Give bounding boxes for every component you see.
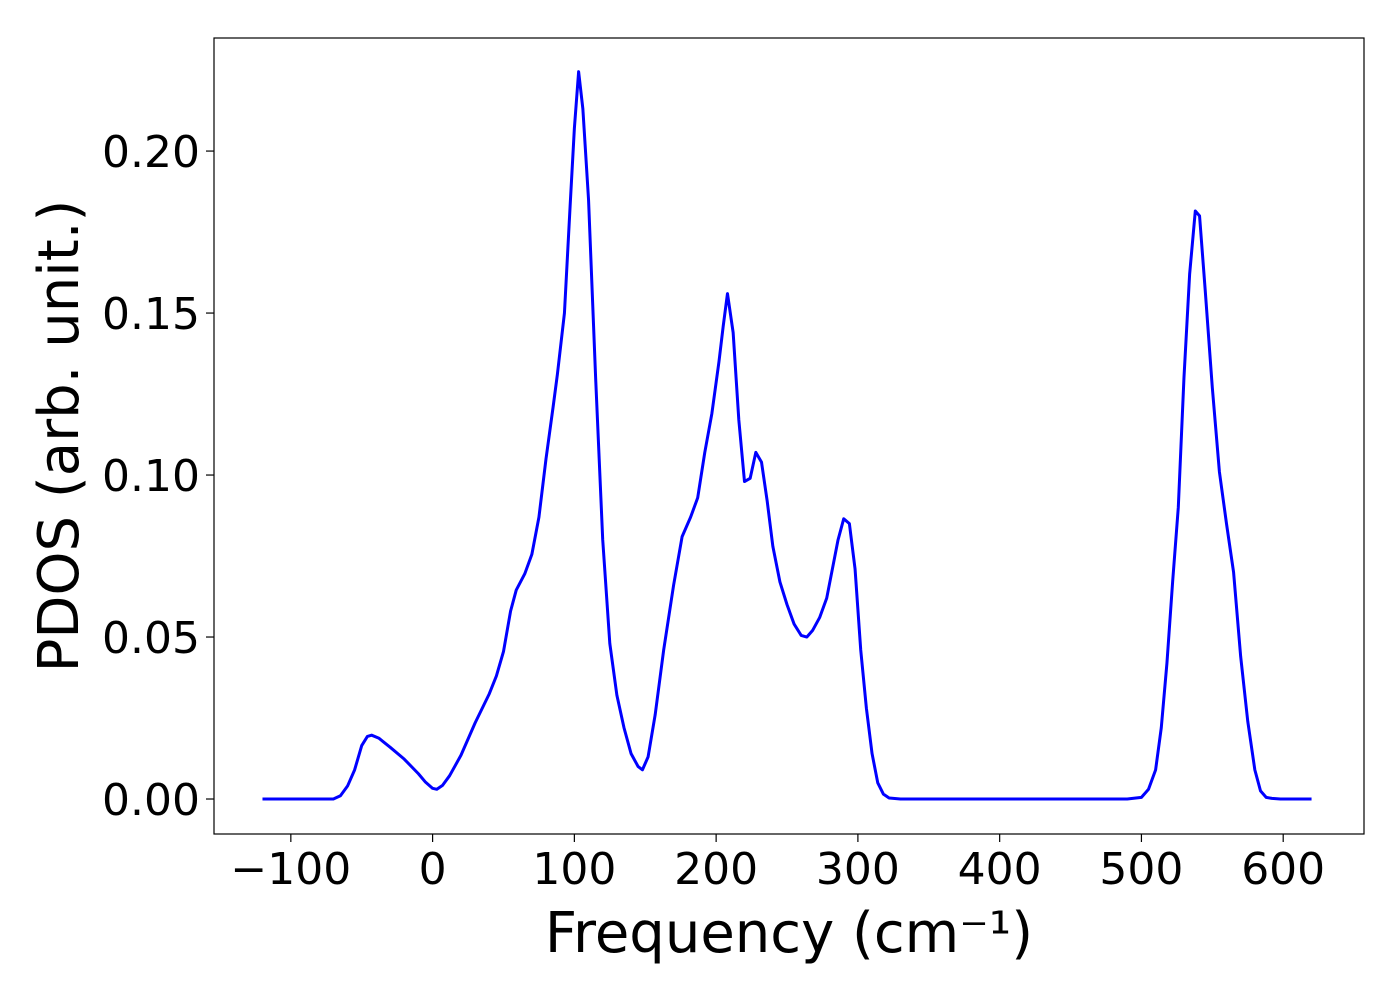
- y-tick-label: 0.10: [102, 451, 200, 502]
- y-tick-label: 0.00: [102, 775, 200, 826]
- x-tick-label: 400: [958, 844, 1042, 895]
- y-tick-label: 0.15: [102, 289, 200, 340]
- plot-frame: [213, 37, 1365, 835]
- x-tick-label: 0: [419, 844, 447, 895]
- x-tick-label: 200: [674, 844, 758, 895]
- y-tick-label: 0.20: [102, 127, 200, 178]
- y-tick-label: 0.05: [102, 613, 200, 664]
- x-tick-label: 100: [532, 844, 616, 895]
- x-tick-label: 500: [1099, 844, 1183, 895]
- line-series: [262, 70, 1312, 801]
- x-tick-label: −100: [230, 844, 351, 895]
- x-tick-label: 600: [1241, 844, 1325, 895]
- x-axis-label: Frequency (cm⁻¹): [545, 901, 1033, 966]
- x-tick-label: 300: [816, 844, 900, 895]
- y-axis-label: PDOS (arb. unit.): [27, 200, 92, 673]
